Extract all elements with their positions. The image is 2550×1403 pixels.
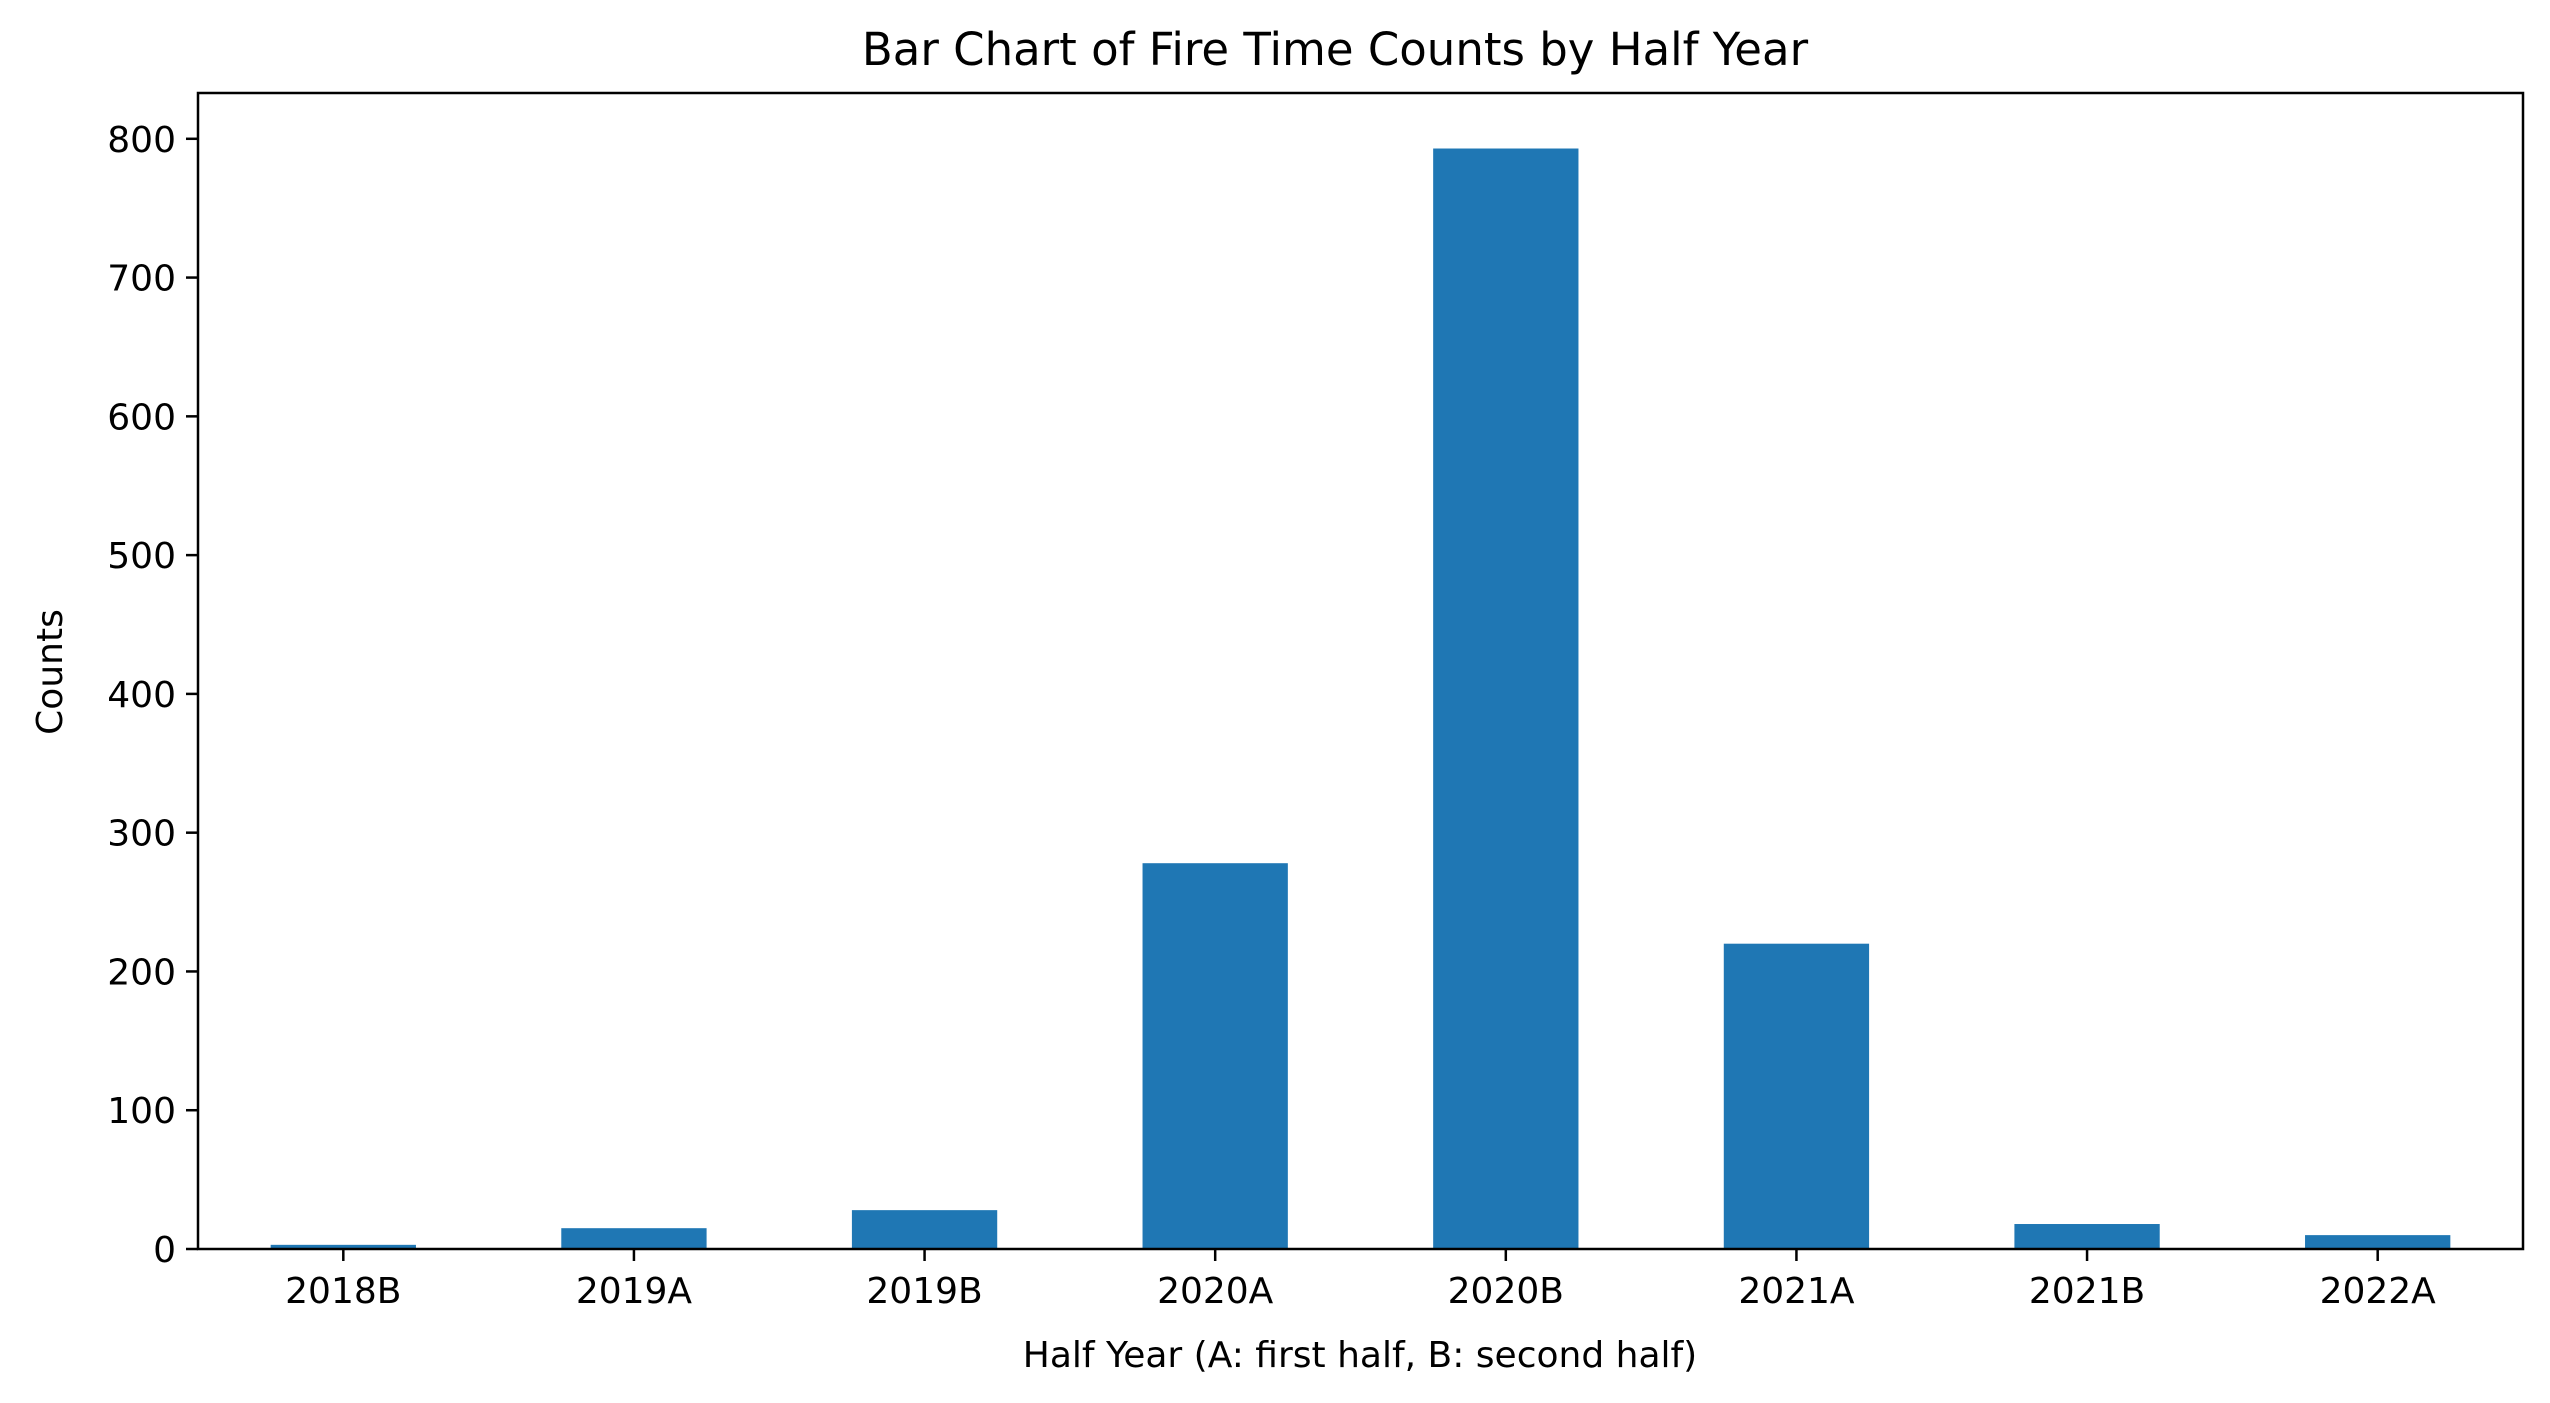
y-tick-label: 800 — [107, 120, 176, 161]
bars-group — [270, 148, 2451, 1249]
bar-2018B — [270, 1244, 416, 1249]
plot-frame — [196, 91, 2525, 1251]
x-tick-label: 2022A — [2320, 1271, 2437, 1312]
x-tick-label: 2019A — [576, 1271, 693, 1312]
bar-2021A — [1723, 943, 1870, 1249]
bar-2020A — [1142, 863, 1288, 1249]
y-tick-label: 200 — [107, 952, 176, 993]
y-tick-label: 100 — [107, 1091, 176, 1132]
x-tick-label: 2019B — [866, 1271, 982, 1312]
y-tick-label: 500 — [107, 536, 176, 577]
bar-2019A — [561, 1228, 707, 1249]
bar-2022A — [2305, 1235, 2451, 1249]
y-axis-label: Counts — [30, 609, 71, 735]
x-tick-label: 2021B — [2029, 1271, 2145, 1312]
y-tick-label: 400 — [107, 675, 176, 716]
x-tick-label: 2018B — [285, 1271, 401, 1312]
x-tick-label: 2020B — [1448, 1271, 1564, 1312]
y-tick-label: 300 — [107, 814, 176, 855]
y-tick-label: 0 — [153, 1230, 176, 1271]
x-axis-ticks: 2018B 2019A 2019B 2020A 2020B 2021A 2021B 2022A — [285, 1249, 2436, 1312]
x-axis-label: Half Year (A: first half, B: second half… — [1023, 1335, 1697, 1376]
x-tick-label: 2021A — [1738, 1271, 1855, 1312]
bar-2019B — [851, 1210, 998, 1249]
chart-title: Bar Chart of Fire Time Counts by Half Ye… — [862, 23, 1809, 76]
y-tick-label: 600 — [107, 397, 176, 438]
y-axis-ticks: 0 100 200 300 400 500 600 700 800 — [107, 120, 198, 1271]
y-tick-label: 700 — [107, 259, 176, 300]
bar-2021B — [2014, 1224, 2160, 1249]
bar-2020B — [1433, 148, 1579, 1249]
x-tick-label: 2020A — [1157, 1271, 1274, 1312]
